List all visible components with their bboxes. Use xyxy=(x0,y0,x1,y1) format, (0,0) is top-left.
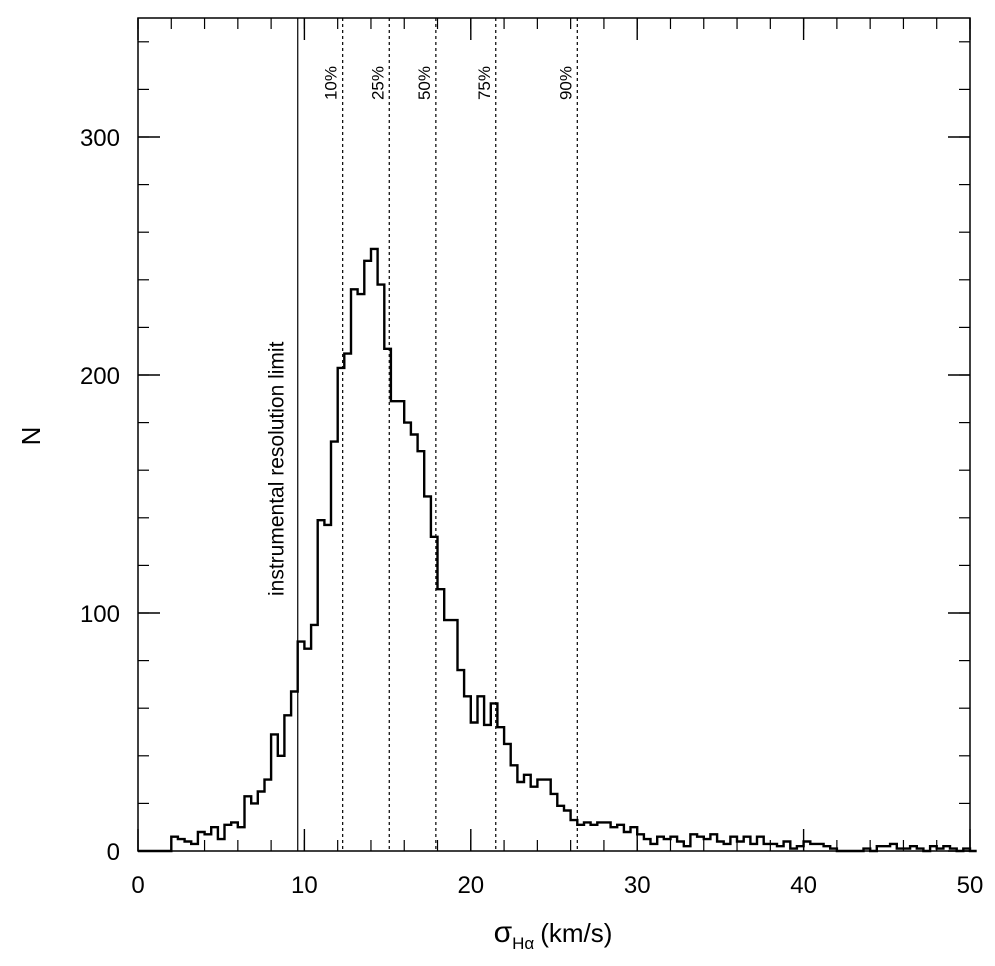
y-tick-label: 300 xyxy=(80,125,120,152)
x-tick-label: 0 xyxy=(131,872,144,899)
y-tick-label: 0 xyxy=(107,839,120,866)
x-axis-label: σHα (km/s) xyxy=(494,916,613,953)
x-axis-subscript: Hα xyxy=(512,934,534,953)
percentile-label: 10% xyxy=(322,66,341,100)
reference-lines xyxy=(297,18,578,851)
plot-frame xyxy=(137,17,971,852)
y-axis-label: N xyxy=(16,427,46,446)
percentile-label: 75% xyxy=(475,66,494,100)
percentile-label: 90% xyxy=(556,66,575,100)
resolution-limit-label: instrumental resolution limit xyxy=(266,341,289,596)
x-axis-symbol: σ xyxy=(494,916,513,949)
percentile-label: 50% xyxy=(415,66,434,100)
x-axis-units: (km/s) xyxy=(540,918,612,948)
minor-ticks xyxy=(137,18,971,852)
major-ticks xyxy=(137,18,971,852)
percentile-label: 25% xyxy=(368,66,387,100)
x-tick-label: 20 xyxy=(457,872,484,899)
y-tick-label: 100 xyxy=(80,601,120,628)
x-tick-label: 30 xyxy=(624,872,651,899)
histogram-series xyxy=(138,247,977,853)
y-tick-labels: 0 100 200 300 xyxy=(80,125,120,866)
reference-line-labels: instrumental resolution limit 10% 25% 50% 75… xyxy=(266,66,576,596)
x-tick-label: 10 xyxy=(291,872,318,899)
x-tick-label: 40 xyxy=(790,872,817,899)
y-tick-label: 200 xyxy=(80,363,120,390)
x-tick-labels: 0 10 20 30 40 50 xyxy=(131,872,983,899)
x-tick-label: 50 xyxy=(957,872,984,899)
